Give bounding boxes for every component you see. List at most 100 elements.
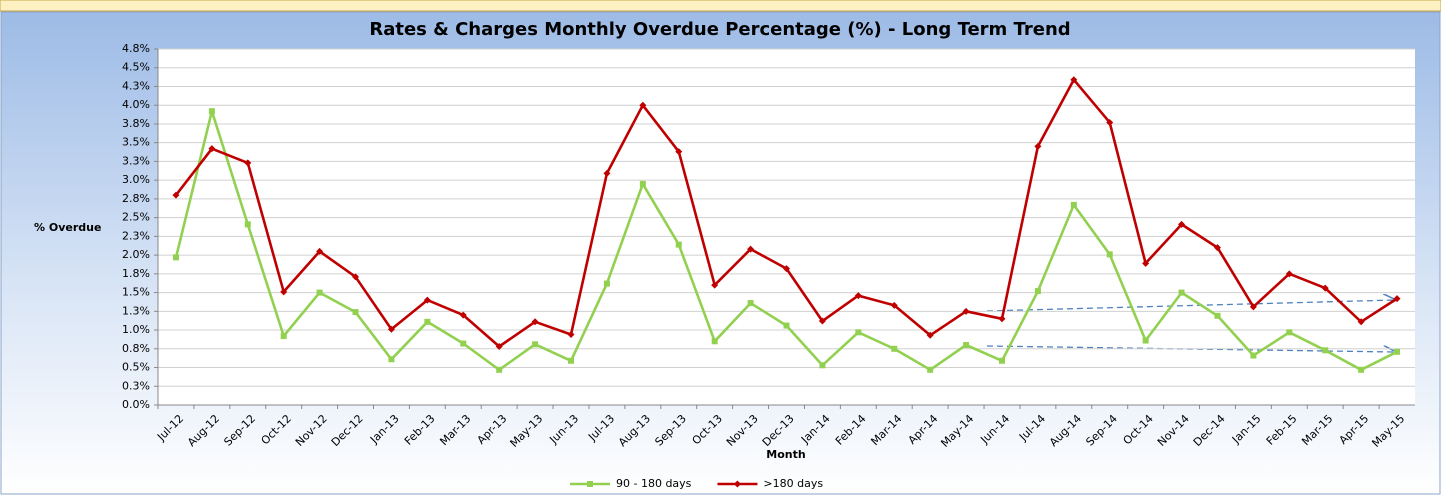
- point-marker: [1106, 118, 1114, 126]
- point-marker: [639, 180, 646, 187]
- point-marker: [208, 145, 216, 153]
- point-marker: [1178, 220, 1186, 228]
- point-marker: [818, 317, 826, 325]
- point-marker: [1393, 295, 1401, 303]
- trend-arrow: [986, 300, 1395, 312]
- point-marker: [352, 309, 359, 316]
- point-marker: [316, 247, 324, 255]
- point-marker: [998, 315, 1006, 323]
- point-marker: [998, 357, 1005, 364]
- y-tick-label: 2.5%: [122, 211, 150, 224]
- legend-marker: [587, 481, 593, 487]
- point-marker: [1286, 329, 1293, 336]
- point-marker: [962, 307, 970, 315]
- point-marker: [352, 273, 360, 281]
- point-marker: [675, 148, 683, 156]
- point-marker: [387, 325, 395, 333]
- y-tick-label: 4.0%: [122, 98, 150, 111]
- point-marker: [1034, 288, 1041, 295]
- y-tick-label: 3.5%: [122, 136, 150, 149]
- y-tick-label: 0.5%: [122, 361, 150, 374]
- point-marker: [244, 159, 252, 167]
- point-marker: [603, 169, 611, 177]
- plot-area: [158, 49, 1415, 405]
- point-marker: [1214, 312, 1221, 319]
- point-marker: [172, 191, 180, 199]
- point-marker: [1070, 201, 1077, 208]
- point-marker: [1142, 259, 1150, 267]
- y-tick-label: 2.0%: [122, 248, 150, 261]
- point-marker: [639, 101, 647, 109]
- point-marker: [1357, 318, 1365, 326]
- y-tick-label: 3.0%: [122, 173, 150, 186]
- x-axis-title: Month: [766, 448, 805, 461]
- y-tick-label: 4.5%: [122, 61, 150, 74]
- y-tick-label: 1.3%: [122, 304, 150, 317]
- point-marker: [747, 245, 755, 253]
- point-marker: [963, 342, 970, 349]
- legend-label: >180 days: [763, 477, 823, 490]
- y-axis-title: % Overdue: [34, 221, 101, 234]
- y-tick-label: 1.8%: [122, 267, 150, 280]
- point-marker: [208, 108, 215, 115]
- point-marker: [819, 362, 826, 369]
- point-marker: [460, 340, 467, 347]
- point-marker: [388, 356, 395, 363]
- y-tick-label: 4.3%: [122, 79, 150, 92]
- point-marker: [1250, 352, 1257, 359]
- point-marker: [926, 331, 934, 339]
- point-marker: [1358, 366, 1365, 373]
- point-marker: [675, 241, 682, 248]
- y-tick-label: 0.3%: [122, 379, 150, 392]
- legend-marker: [733, 480, 741, 488]
- y-tick-label: 2.8%: [122, 192, 150, 205]
- y-tick-label: 4.8%: [122, 42, 150, 55]
- top-strip: [0, 0, 1441, 12]
- point-marker: [1142, 337, 1149, 344]
- point-marker: [1213, 244, 1221, 252]
- point-marker: [1070, 76, 1078, 84]
- legend-label: 90 - 180 days: [616, 477, 692, 490]
- point-marker: [567, 331, 575, 339]
- y-tick-label: 0.0%: [122, 398, 150, 411]
- point-marker: [496, 366, 503, 373]
- chart-title: Rates & Charges Monthly Overdue Percenta…: [369, 19, 1070, 40]
- point-marker: [424, 318, 431, 325]
- y-tick-label: 3.8%: [122, 117, 150, 130]
- point-marker: [423, 296, 431, 304]
- point-marker: [1322, 347, 1329, 354]
- point-marker: [280, 333, 287, 340]
- point-marker: [890, 301, 898, 309]
- point-marker: [531, 318, 539, 326]
- point-marker: [711, 281, 719, 289]
- point-marker: [1285, 270, 1293, 278]
- point-marker: [855, 329, 862, 336]
- point-marker: [891, 345, 898, 352]
- y-tick-label: 1.0%: [122, 323, 150, 336]
- point-marker: [783, 265, 790, 273]
- point-marker: [927, 366, 934, 373]
- point-marker: [1394, 348, 1401, 355]
- point-marker: [854, 292, 862, 300]
- point-marker: [532, 341, 539, 348]
- point-marker: [747, 300, 754, 307]
- point-marker: [1106, 251, 1113, 258]
- point-marker: [711, 338, 718, 345]
- point-marker: [1321, 284, 1329, 292]
- point-marker: [316, 289, 323, 296]
- y-tick-label: 2.3%: [122, 229, 150, 242]
- y-tick-label: 1.5%: [122, 286, 150, 299]
- point-marker: [783, 322, 790, 329]
- point-marker: [459, 311, 467, 319]
- point-marker: [568, 357, 575, 364]
- point-marker: [172, 254, 179, 261]
- point-marker: [280, 288, 288, 296]
- point-marker: [603, 280, 610, 287]
- point-marker: [1034, 142, 1042, 150]
- y-tick-label: 0.8%: [122, 342, 150, 355]
- y-tick-label: 3.3%: [122, 154, 150, 167]
- point-marker: [1178, 289, 1185, 296]
- point-marker: [244, 221, 251, 228]
- point-marker: [495, 343, 503, 351]
